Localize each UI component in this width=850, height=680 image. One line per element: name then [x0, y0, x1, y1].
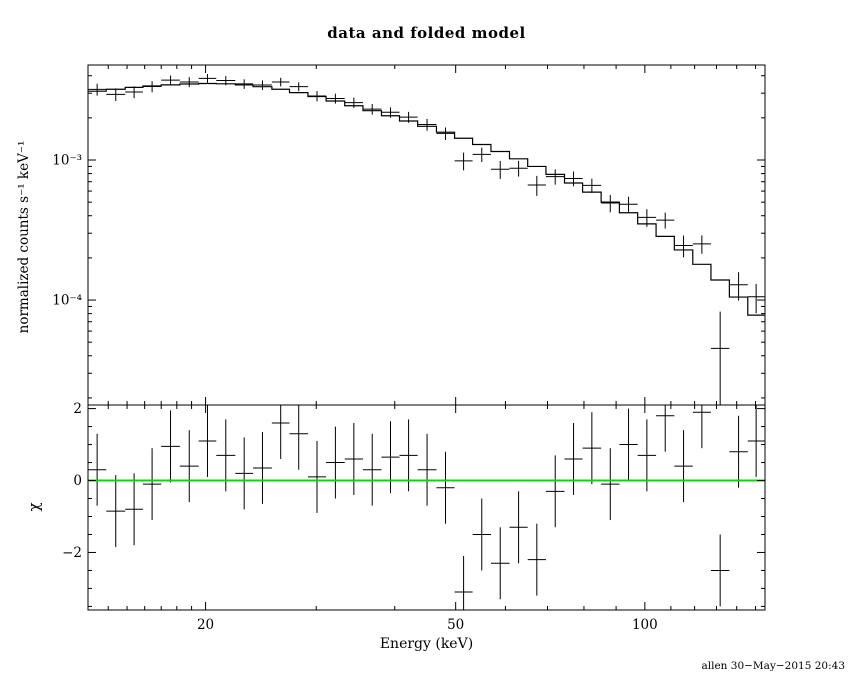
tick-label: 10⁻⁴ [52, 293, 82, 309]
panel-borders [87, 64, 766, 611]
model-histogram [88, 82, 765, 316]
tick-label: 2 [73, 401, 82, 417]
tick-label: 0 [73, 473, 82, 489]
spectrum-data-points [88, 74, 765, 405]
x-axis-label: Energy (keV) [379, 636, 474, 652]
axis-ticks [88, 65, 765, 610]
y-axis-label-chi: χ [25, 502, 43, 512]
tick-label: 100 [632, 617, 658, 633]
y-axis-label-spectrum: normalized counts s⁻¹ keV⁻¹ [16, 140, 32, 334]
tick-label: 50 [447, 617, 464, 633]
residual-data-points [88, 405, 765, 610]
tick-label: 20 [197, 617, 214, 633]
timestamp-label: allen 30−May−2015 20:43 [701, 660, 845, 672]
tick-label: 10⁻³ [52, 153, 82, 169]
plot-title: data and folded model [327, 24, 526, 42]
tick-label: −2 [62, 545, 82, 561]
